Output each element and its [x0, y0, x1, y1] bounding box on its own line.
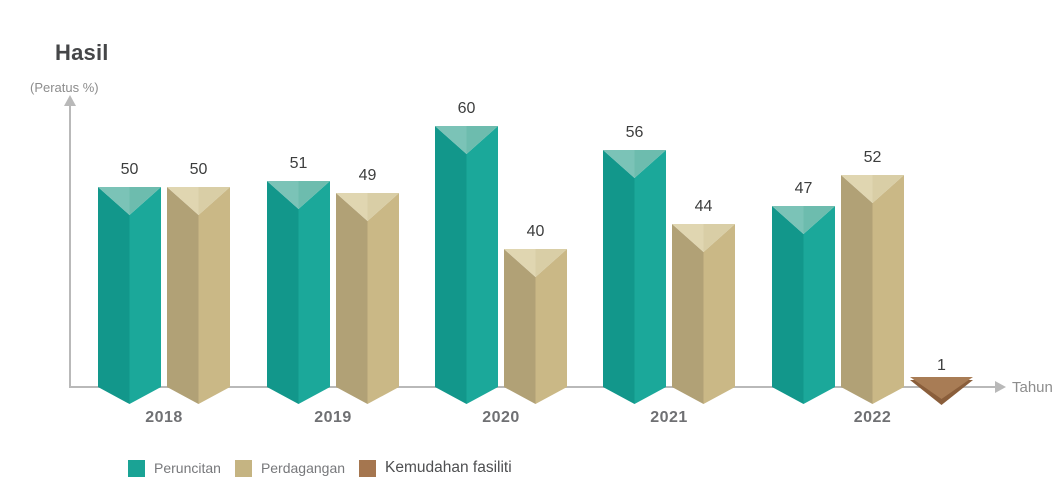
x-axis-label: Tahun: [1012, 379, 1053, 396]
legend-swatch-icon: [359, 459, 377, 477]
legend-item-kemudahan-fasiliti: Kemudahan fasiliti: [359, 459, 512, 477]
value-label: 56: [625, 124, 644, 141]
y-axis-arrow-icon: [64, 95, 76, 106]
value-label: 51: [289, 155, 308, 172]
bar-perdagangan-2021: [672, 224, 735, 404]
value-label: 60: [457, 100, 476, 117]
legend-item-peruncitan: Peruncitan: [128, 459, 221, 477]
bar-perdagangan-2018: [167, 187, 230, 404]
x-tick-2021: 2021: [650, 409, 688, 426]
y-axis-label: (Peratus %): [30, 80, 99, 95]
chart-title: Hasil: [55, 40, 109, 65]
legend-label: Peruncitan: [154, 460, 221, 476]
value-label: 50: [120, 161, 139, 178]
bar-peruncitan-2022: [772, 206, 835, 404]
legend-swatch-icon: [128, 459, 145, 477]
bar-peruncitan-2021: [603, 150, 666, 404]
legend: Peruncitan Perdagangan Kemudahan fasiliti: [128, 459, 512, 477]
value-label: 49: [358, 167, 377, 184]
x-tick-2019: 2019: [314, 409, 352, 426]
x-tick-2020: 2020: [482, 409, 520, 426]
bar-perdagangan-2020: [504, 249, 567, 404]
x-tick-2018: 2018: [145, 409, 183, 426]
bar-perdagangan-2019: [336, 193, 399, 404]
legend-item-perdagangan: Perdagangan: [234, 459, 346, 477]
value-label: 47: [794, 180, 813, 197]
value-label: 44: [694, 198, 713, 215]
legend-swatch-icon: [234, 459, 252, 477]
value-label: 52: [863, 149, 882, 166]
bar-peruncitan-2020: [435, 126, 498, 404]
legend-label: Perdagangan: [260, 460, 346, 476]
value-label: 1: [937, 357, 946, 374]
x-axis-arrow-icon: [995, 381, 1006, 393]
value-label: 40: [526, 223, 545, 240]
bar-peruncitan-2018: [98, 187, 161, 404]
bar-peruncitan-2019: [267, 181, 330, 404]
bar-kemudahan-fasiliti-2022: [910, 377, 973, 405]
x-tick-2022: 2022: [853, 409, 892, 426]
value-label: 50: [189, 161, 208, 178]
bar-perdagangan-2022: [841, 175, 904, 404]
legend-label: Kemudahan fasiliti: [385, 459, 512, 476]
